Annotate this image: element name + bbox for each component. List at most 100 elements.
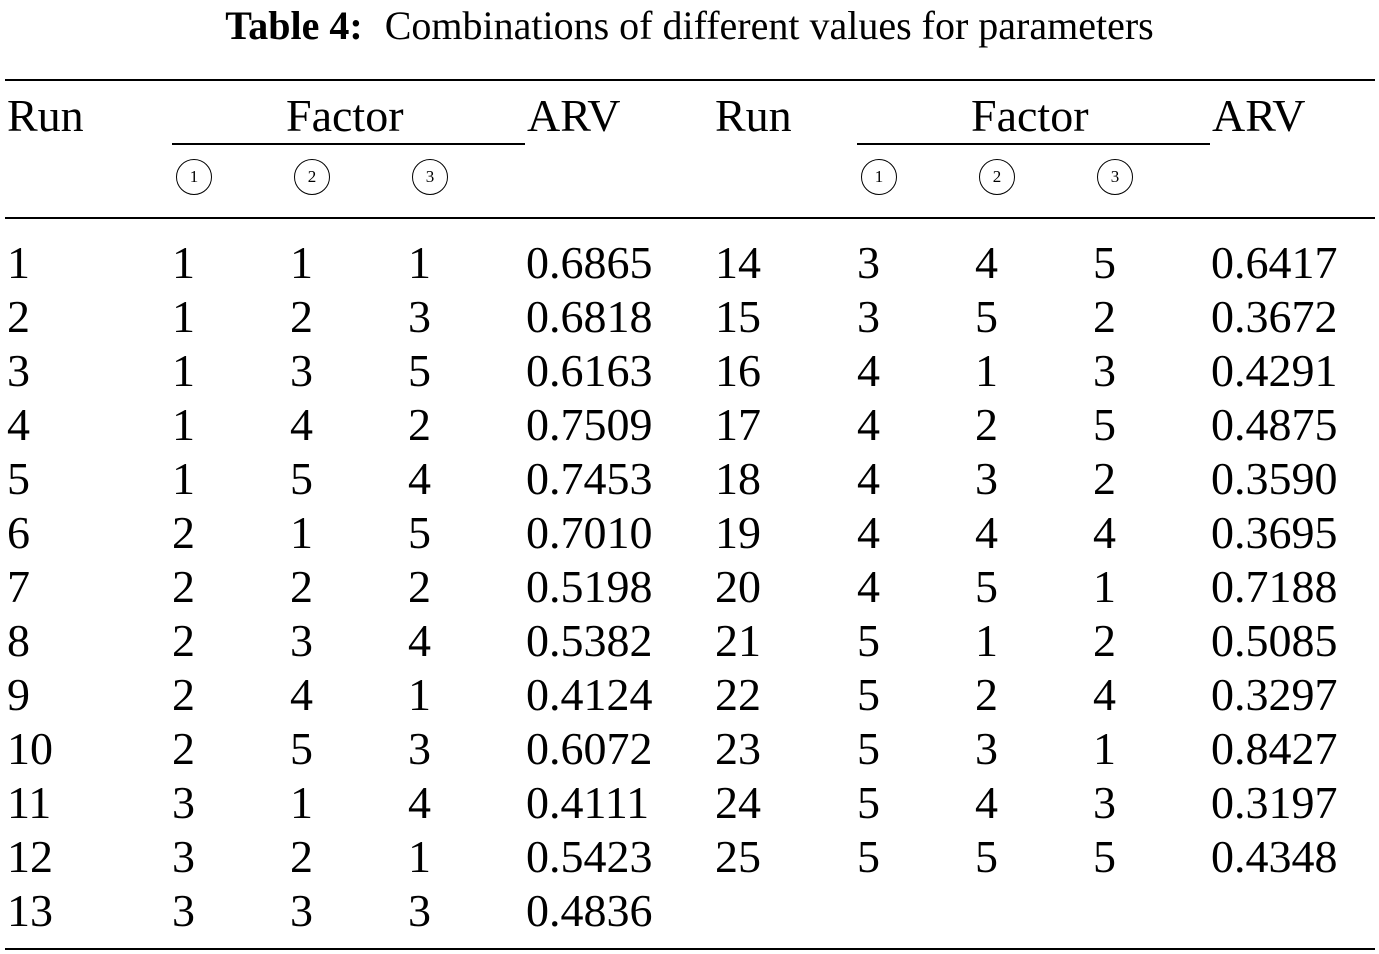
run-cell: 21 [715,615,761,666]
arv-cell: 0.7010 [526,507,653,558]
arv-cell: 0.7509 [526,399,653,450]
factor-2-cell: 1 [975,615,998,666]
table-bottom-rule [5,948,1375,950]
factor-3-cell: 2 [408,399,431,450]
factor-1-cell: 5 [857,723,880,774]
header-factor-right: Factor [971,90,1089,141]
factor-2-cell: 2 [290,291,313,342]
factor-2-cell: 5 [975,831,998,882]
run-cell: 19 [715,507,761,558]
arv-cell: 0.5423 [526,831,653,882]
arv-cell: 0.3590 [1211,453,1338,504]
factor-3-cell: 3 [408,723,431,774]
run-cell: 5 [7,453,30,504]
arv-cell: 0.4875 [1211,399,1338,450]
run-cell: 9 [7,669,30,720]
factor-underline-right [857,143,1210,145]
factor-2-cell: 1 [290,237,313,288]
table-row: 19 4 4 4 0.3695 [0,506,1379,560]
factor-3-cell: 5 [408,507,431,558]
factor-3-cell: 2 [1093,453,1116,504]
factor-1-cell: 2 [172,507,195,558]
factor-2-cell: 2 [290,561,313,612]
table-row: 9 2 4 1 0.4124 [0,668,1379,722]
factor-1-cell: 4 [857,561,880,612]
factor-2-cell: 3 [975,453,998,504]
table-row: 10 2 5 3 0.6072 [0,722,1379,776]
header-run-left: Run [7,90,84,141]
table-row: 16 4 1 3 0.4291 [0,344,1379,398]
run-cell: 10 [7,723,53,774]
run-cell: 4 [7,399,30,450]
arv-cell: 0.4111 [526,777,650,828]
factor-2-cell: 1 [290,777,313,828]
factor-1-cell: 2 [172,723,195,774]
factor-3-cell: 5 [408,345,431,396]
table-header-rule [5,217,1375,219]
factor-3-cell: 3 [1093,345,1116,396]
run-cell: 15 [715,291,761,342]
factor-1-cell: 1 [172,399,195,450]
arv-cell: 0.8427 [1211,723,1338,774]
factor-1-cell: 1 [172,291,195,342]
arv-cell: 0.4291 [1211,345,1338,396]
factor-1-cell: 4 [857,345,880,396]
run-cell: 3 [7,345,30,396]
arv-cell: 0.7453 [526,453,653,504]
table-row: 3 1 3 5 0.6163 [0,344,1379,398]
factor-1-cell: 4 [857,399,880,450]
arv-cell: 0.6072 [526,723,653,774]
run-cell: 1 [7,237,30,288]
factor-2-cell: 1 [975,345,998,396]
arv-cell: 0.6818 [526,291,653,342]
arv-cell: 0.3695 [1211,507,1338,558]
run-cell: 24 [715,777,761,828]
header-arv-right: ARV [1212,90,1306,141]
factor-3-cell: 2 [1093,615,1116,666]
factor-2-cell: 3 [290,345,313,396]
factor-3-cell: 2 [408,561,431,612]
factor-3-cell: 4 [1093,507,1116,558]
factor-1-cell: 4 [857,453,880,504]
factor-3-cell: 5 [1093,399,1116,450]
table-row: 1 1 1 1 0.6865 [0,236,1379,290]
factor-3-cell: 1 [408,237,431,288]
factor-2-cell: 4 [290,399,313,450]
factor-3-cell: 3 [408,885,431,936]
factor-1-cell: 3 [857,237,880,288]
factor-2-cell: 4 [975,777,998,828]
factor-1-badge-right: 1 [861,159,897,195]
run-cell: 20 [715,561,761,612]
table-row: 17 4 2 5 0.4875 [0,398,1379,452]
table-row: 8 2 3 4 0.5382 [0,614,1379,668]
run-cell: 16 [715,345,761,396]
factor-3-cell: 4 [408,453,431,504]
factor-2-cell: 3 [290,885,313,936]
table-row: 15 3 5 2 0.3672 [0,290,1379,344]
arv-cell: 0.4348 [1211,831,1338,882]
arv-cell: 0.6417 [1211,237,1338,288]
factor-1-cell: 3 [857,291,880,342]
factor-1-cell: 1 [172,237,195,288]
factor-2-cell: 5 [290,723,313,774]
table-row: 24 5 4 3 0.3197 [0,776,1379,830]
factor-2-cell: 3 [975,723,998,774]
run-cell: 6 [7,507,30,558]
arv-cell: 0.3297 [1211,669,1338,720]
table-row: 25 5 5 5 0.4348 [0,830,1379,884]
factor-3-cell: 1 [1093,723,1116,774]
factor-3-cell: 5 [1093,237,1116,288]
run-cell: 12 [7,831,53,882]
run-cell: 22 [715,669,761,720]
arv-cell: 0.7188 [1211,561,1338,612]
factor-2-cell: 1 [290,507,313,558]
factor-1-cell: 4 [857,507,880,558]
factor-3-cell: 1 [408,669,431,720]
factor-2-cell: 4 [290,669,313,720]
factor-1-badge-left: 1 [176,159,212,195]
factor-3-badge-left: 3 [412,159,448,195]
factor-2-cell: 2 [975,669,998,720]
arv-cell: 0.6163 [526,345,653,396]
factor-3-cell: 1 [1093,561,1116,612]
factor-2-cell: 2 [290,831,313,882]
